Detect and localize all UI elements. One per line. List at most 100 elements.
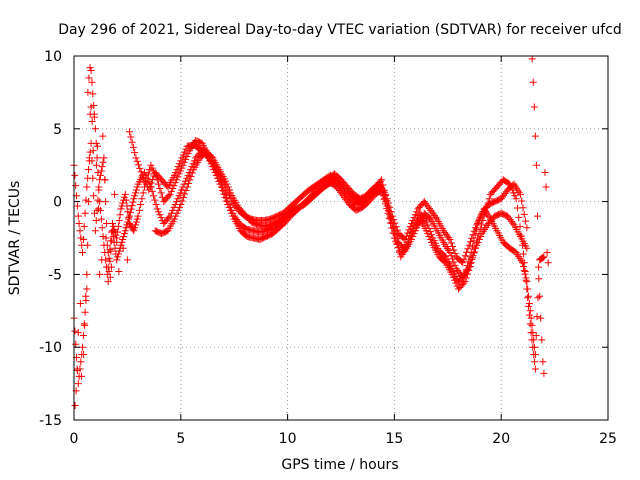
y-tick-label: -15 [39, 413, 62, 429]
data-point [132, 189, 140, 197]
data-point [451, 249, 459, 257]
data-point [183, 174, 191, 182]
data-point [226, 186, 234, 194]
data-point [103, 270, 111, 278]
data-point [176, 203, 184, 211]
data-point [180, 158, 188, 166]
data-point [100, 241, 108, 249]
data-point [156, 184, 164, 192]
data-point [135, 206, 143, 214]
data-point [509, 219, 517, 227]
data-point [523, 224, 531, 232]
data-point [177, 157, 185, 165]
data-point [123, 256, 131, 264]
data-point [114, 222, 122, 230]
data-point [461, 252, 469, 260]
data-point [90, 192, 98, 200]
data-point [182, 187, 190, 195]
data-point [181, 190, 189, 198]
data-point [448, 255, 456, 263]
data-point [413, 224, 421, 232]
y-axis-label: SDTVAR / TECUs [7, 181, 23, 296]
data-point [148, 164, 156, 172]
data-point [188, 163, 196, 171]
data-point [79, 235, 87, 243]
data-point [477, 212, 485, 220]
data-point [133, 183, 141, 191]
data-point [73, 365, 81, 373]
data-point [532, 332, 540, 340]
data-point [97, 167, 105, 175]
data-point [446, 249, 454, 257]
data-point [83, 270, 91, 278]
data-point [469, 231, 477, 239]
data-point [172, 168, 180, 176]
data-point [84, 241, 92, 249]
data-point [539, 358, 547, 366]
data-point [176, 167, 184, 175]
chart-title: Day 296 of 2021, Sidereal Day-to-day VTE… [58, 22, 622, 38]
data-point [147, 179, 155, 187]
data-point [190, 157, 198, 165]
data-point [139, 189, 147, 197]
data-point [402, 232, 410, 240]
data-point [120, 230, 128, 238]
y-tick-label: 5 [53, 122, 62, 138]
data-point [472, 224, 480, 232]
data-point [469, 252, 477, 260]
data-point [101, 176, 109, 184]
data-point [104, 249, 112, 257]
data-point [77, 358, 85, 366]
data-point [518, 197, 526, 205]
data-point [121, 227, 129, 235]
y-tick-label: -10 [39, 340, 62, 356]
data-point [77, 372, 85, 380]
data-point [80, 222, 88, 230]
data-point [227, 189, 235, 197]
data-point [99, 132, 107, 140]
data-point [130, 227, 138, 235]
data-point [465, 263, 473, 271]
y-tick-label: 0 [53, 195, 62, 211]
data-point [173, 166, 181, 174]
x-tick-label: 10 [279, 431, 297, 447]
data-point [540, 369, 548, 377]
data-point [115, 247, 123, 255]
data-point [147, 161, 155, 169]
data-point [79, 332, 87, 340]
data-point [450, 258, 458, 266]
data-point [92, 161, 100, 169]
data-point [519, 263, 527, 271]
data-point [526, 320, 534, 328]
data-point [525, 300, 533, 308]
data-point [381, 195, 389, 203]
data-point [120, 193, 128, 201]
data-point [406, 223, 414, 231]
data-point [100, 154, 108, 162]
data-point [146, 182, 154, 190]
data-point [183, 183, 191, 191]
data-point [165, 192, 173, 200]
data-point [170, 215, 178, 223]
x-tick-label: 5 [176, 431, 185, 447]
data-point [72, 182, 80, 190]
data-point [459, 259, 467, 267]
data-point [473, 241, 481, 249]
data-point [428, 238, 436, 246]
data-point [138, 195, 146, 203]
data-point [81, 209, 89, 217]
data-point [410, 214, 418, 222]
data-point [94, 196, 102, 204]
data-point [153, 205, 161, 213]
data-point [176, 160, 184, 168]
data-point [128, 138, 136, 146]
data-point [387, 215, 395, 223]
data-point [86, 64, 94, 72]
data-point [107, 263, 115, 271]
data-point [185, 168, 193, 176]
data-point [541, 168, 549, 176]
data-point [446, 235, 454, 243]
axis-ticks: 0 5 10 15 20 25 -15 -10 -5 0 5 10 [39, 49, 617, 447]
data-point [79, 249, 87, 257]
data-point [178, 154, 186, 162]
